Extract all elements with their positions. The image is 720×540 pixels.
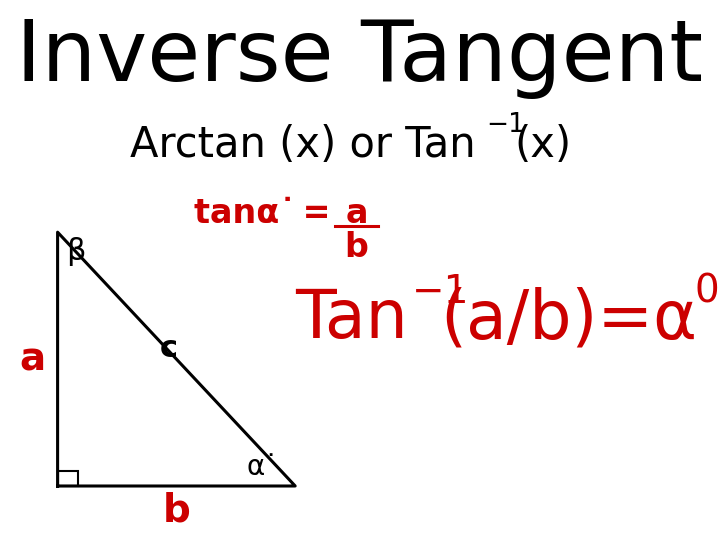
Bar <box>58 471 78 486</box>
Text: tanα˙ =: tanα˙ = <box>194 197 331 230</box>
Text: Tan: Tan <box>295 286 408 352</box>
Text: β: β <box>66 237 86 266</box>
Text: (x): (x) <box>515 124 572 166</box>
Text: Inverse Tangent: Inverse Tangent <box>17 16 703 99</box>
Text: Arctan (x) or Tan: Arctan (x) or Tan <box>130 124 475 166</box>
Text: α˙: α˙ <box>247 453 279 481</box>
Text: −1: −1 <box>486 112 525 138</box>
Text: −1: −1 <box>412 273 469 310</box>
Text: 0: 0 <box>695 273 719 310</box>
Text: b: b <box>344 231 369 264</box>
Text: a: a <box>19 340 45 378</box>
Text: b: b <box>163 491 190 529</box>
Text: (a/b)=α: (a/b)=α <box>441 286 698 352</box>
Text: c: c <box>160 334 179 363</box>
Text: a: a <box>345 197 368 230</box>
